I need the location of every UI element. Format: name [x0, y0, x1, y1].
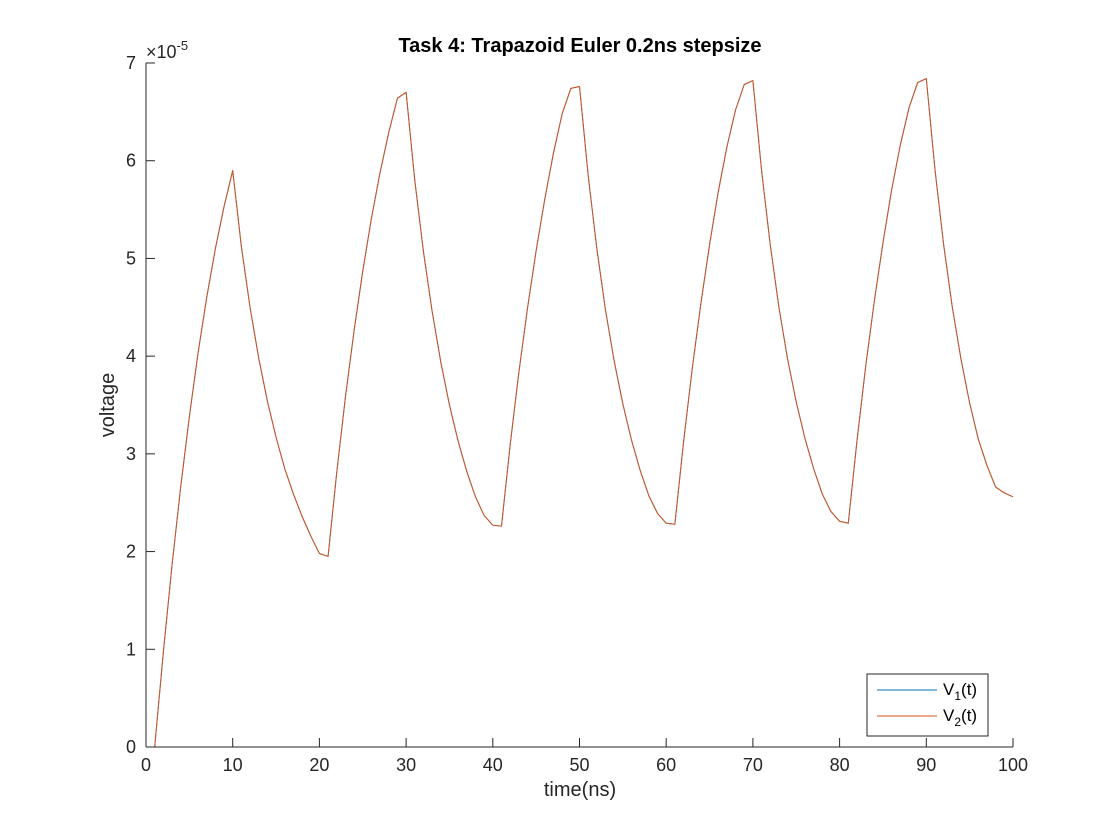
y-exponent-base: ×10 — [146, 42, 177, 62]
x-tick-label: 40 — [483, 755, 503, 775]
y-tick-label: 2 — [126, 542, 136, 562]
legend-label-v2-sub: 2 — [954, 715, 961, 729]
svg-text:V2(t): V2(t) — [943, 706, 977, 729]
x-tick-label: 100 — [998, 755, 1028, 775]
ticks-layer: 0 10 20 30 40 50 60 70 80 90 100 0 1 2 3 4 5 6 7 — [126, 53, 1028, 775]
x-tick-label: 60 — [656, 755, 676, 775]
legend-entry-v1: V1(t) — [877, 680, 977, 703]
x-tick-label: 70 — [743, 755, 763, 775]
x-tick-label: 0 — [141, 755, 151, 775]
legend-label-v1-sub: 1 — [954, 689, 961, 703]
y-tick-label: 7 — [126, 53, 136, 73]
y-tick-label: 3 — [126, 444, 136, 464]
axes-layer — [145, 63, 1013, 748]
x-tick-label: 30 — [396, 755, 416, 775]
y-tick-label: 1 — [126, 639, 136, 659]
x-axis-label: time(ns) — [544, 779, 616, 801]
legend-label-v1-suffix: (t) — [961, 680, 977, 699]
svg-text:V1(t): V1(t) — [943, 680, 977, 703]
legend-entry-v2: V2(t) — [877, 706, 977, 729]
legend-box — [866, 673, 989, 737]
y-tick-label: 5 — [126, 248, 136, 268]
chart-title: Task 4: Trapazoid Euler 0.2ns stepsize — [398, 35, 761, 57]
legend-label-v2-name: V — [943, 706, 955, 725]
series-line-v1 — [146, 78, 1014, 748]
y-axis-label: voltage — [97, 373, 119, 438]
legend: V1(t) V2(t) — [866, 673, 989, 737]
series-line-v2 — [146, 78, 1014, 748]
x-tick-label: 10 — [223, 755, 243, 775]
y-exponent: ×10-5 — [146, 38, 188, 62]
y-tick-label: 0 — [126, 737, 136, 757]
svg-text:×10-5: ×10-5 — [146, 38, 188, 62]
x-tick-label: 90 — [916, 755, 936, 775]
x-tick-label: 50 — [569, 755, 589, 775]
y-exponent-power: -5 — [177, 38, 189, 53]
y-tick-label: 4 — [126, 346, 136, 366]
x-tick-label: 20 — [309, 755, 329, 775]
y-tick-label: 6 — [126, 151, 136, 171]
x-tick-label: 80 — [830, 755, 850, 775]
legend-label-v2-suffix: (t) — [961, 706, 977, 725]
series-layer — [146, 78, 1014, 748]
legend-label-v1-name: V — [943, 680, 955, 699]
